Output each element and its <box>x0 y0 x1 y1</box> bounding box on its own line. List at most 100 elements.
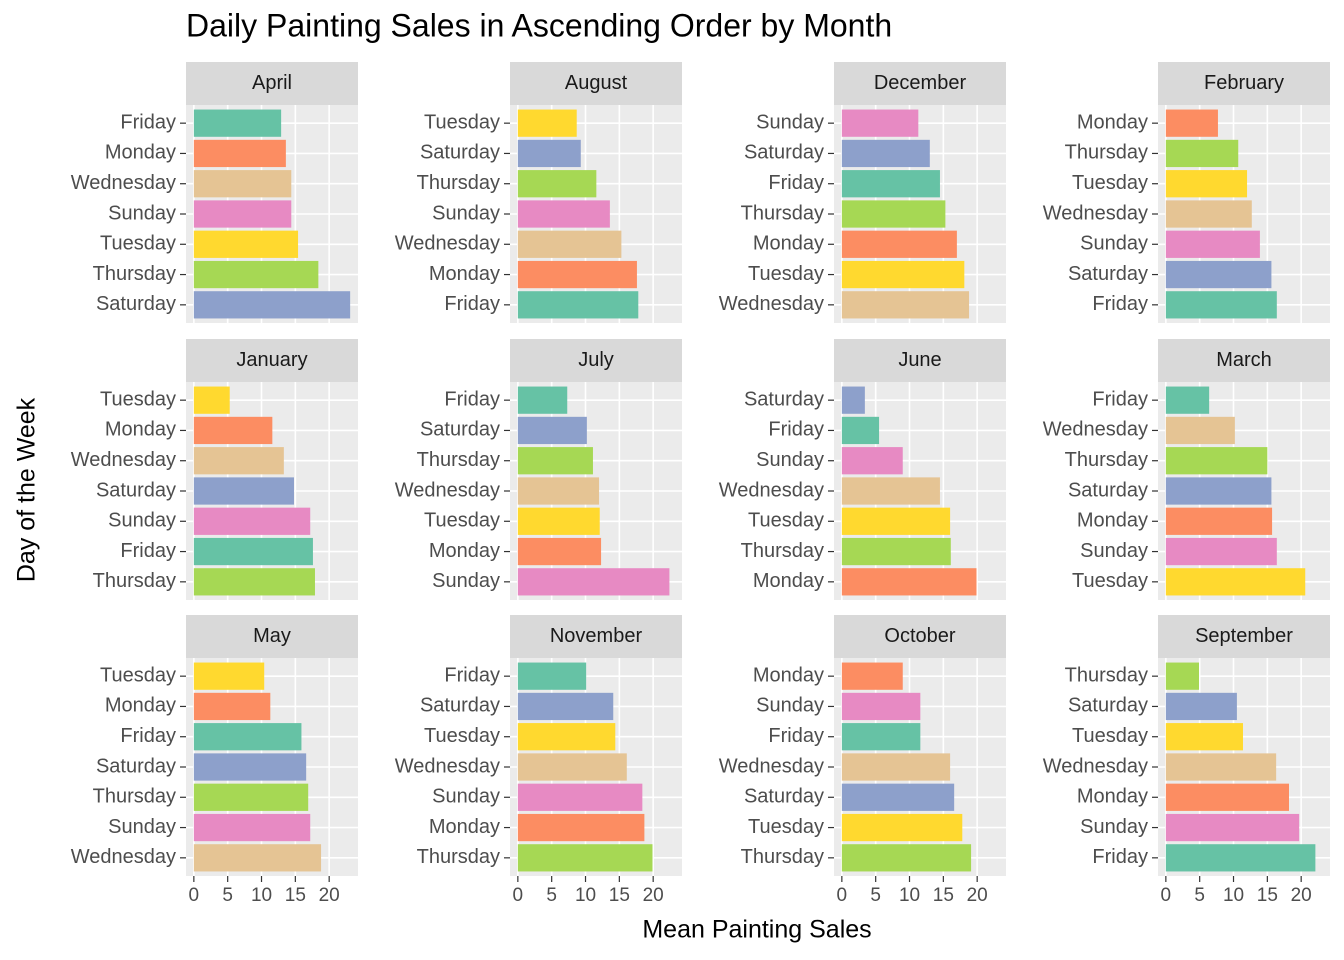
bar <box>517 291 639 319</box>
y-tick-label: Wednesday <box>71 449 176 471</box>
y-tick-label: Thursday <box>741 846 824 868</box>
strip <box>834 62 1006 105</box>
strip <box>1158 62 1330 105</box>
y-tick-label: Sunday <box>432 570 500 592</box>
y-tick-label: Monday <box>753 233 824 255</box>
y-tick-label: Saturday <box>420 695 500 717</box>
x-axis-label: Mean Painting Sales <box>642 916 871 944</box>
y-tick-label: Saturday <box>96 293 176 315</box>
strip-label: October <box>884 625 955 647</box>
bar <box>841 386 865 414</box>
y-tick-label: Sunday <box>432 202 500 224</box>
strip-label: September <box>1195 625 1293 647</box>
y-tick-label: Sunday <box>432 786 500 808</box>
y-tick-label: Thursday <box>93 570 176 592</box>
y-tick-label: Saturday <box>96 479 176 501</box>
y-tick-label: Friday <box>1092 846 1148 868</box>
y-tick-label: Saturday <box>744 786 824 808</box>
y-tick-label: Thursday <box>417 846 500 868</box>
bar <box>841 200 946 228</box>
bar <box>517 230 622 258</box>
bar <box>193 291 351 319</box>
y-tick-label: Tuesday <box>100 388 176 410</box>
x-tick-label: 0 <box>513 885 524 906</box>
strip <box>510 62 682 105</box>
strip-label: May <box>253 625 291 647</box>
y-tick-label: Sunday <box>756 111 824 133</box>
bar <box>841 753 951 781</box>
y-tick-label: Saturday <box>744 142 824 164</box>
y-tick-label: Sunday <box>108 510 176 532</box>
y-tick-label: Friday <box>1092 293 1148 315</box>
y-tick-label: Wednesday <box>719 479 824 501</box>
bar <box>193 170 292 198</box>
bar <box>517 170 597 198</box>
bar <box>517 416 587 445</box>
y-tick-label: Friday <box>444 664 500 686</box>
x-tick-label: 10 <box>251 885 272 906</box>
x-tick-label: 20 <box>319 885 340 906</box>
bar <box>193 662 265 690</box>
strip <box>1158 615 1330 658</box>
y-tick-label: Wednesday <box>71 172 176 194</box>
y-tick-label: Sunday <box>1080 233 1148 255</box>
bar <box>841 507 951 535</box>
y-tick-label: Saturday <box>96 755 176 777</box>
bar <box>841 447 903 475</box>
bar <box>517 507 600 535</box>
x-tick-label: 15 <box>609 885 630 906</box>
y-tick-label: Thursday <box>1065 142 1148 164</box>
y-tick-label: Thursday <box>93 263 176 285</box>
y-tick-label: Thursday <box>417 172 500 194</box>
strip-label: November <box>550 625 643 647</box>
y-tick-label: Saturday <box>1068 695 1148 717</box>
y-tick-label: Thursday <box>1065 449 1148 471</box>
strip <box>186 615 358 658</box>
y-tick-label: Wednesday <box>719 755 824 777</box>
bar <box>841 692 921 721</box>
bar <box>841 139 930 168</box>
bar <box>193 813 311 842</box>
bar <box>193 537 313 566</box>
bar <box>841 723 921 751</box>
y-tick-label: Monday <box>105 419 176 441</box>
bar <box>841 783 955 811</box>
strip <box>186 62 358 105</box>
bar <box>193 844 322 872</box>
y-tick-label: Sunday <box>756 449 824 471</box>
y-tick-label: Tuesday <box>1072 725 1148 747</box>
x-tick-label: 15 <box>1257 885 1278 906</box>
y-tick-label: Thursday <box>1065 664 1148 686</box>
y-tick-label: Thursday <box>93 786 176 808</box>
x-tick-label: 0 <box>189 885 200 906</box>
y-tick-label: Sunday <box>1080 540 1148 562</box>
bar <box>841 662 903 690</box>
strip-label: August <box>565 72 628 94</box>
bar <box>1165 477 1272 505</box>
y-tick-label: Tuesday <box>748 510 824 532</box>
bar <box>517 447 593 475</box>
y-tick-label: Friday <box>120 540 176 562</box>
bar <box>193 386 230 414</box>
y-tick-label: Wednesday <box>71 846 176 868</box>
bar <box>517 200 610 228</box>
bar <box>1165 386 1210 414</box>
y-tick-label: Monday <box>1077 510 1148 532</box>
bar <box>193 260 319 289</box>
bar <box>517 723 616 751</box>
x-tick-label: 10 <box>1223 885 1244 906</box>
bar <box>841 844 972 872</box>
bar <box>1165 723 1243 751</box>
x-tick-label: 15 <box>933 885 954 906</box>
bar <box>193 230 299 258</box>
bar <box>1165 200 1252 228</box>
x-tick-label: 0 <box>1161 885 1172 906</box>
bar <box>193 477 294 505</box>
x-tick-label: 5 <box>1194 885 1205 906</box>
bar <box>1165 447 1268 475</box>
x-tick-label: 20 <box>643 885 664 906</box>
x-tick-label: 20 <box>967 885 988 906</box>
bar <box>193 507 311 535</box>
strip <box>510 339 682 382</box>
